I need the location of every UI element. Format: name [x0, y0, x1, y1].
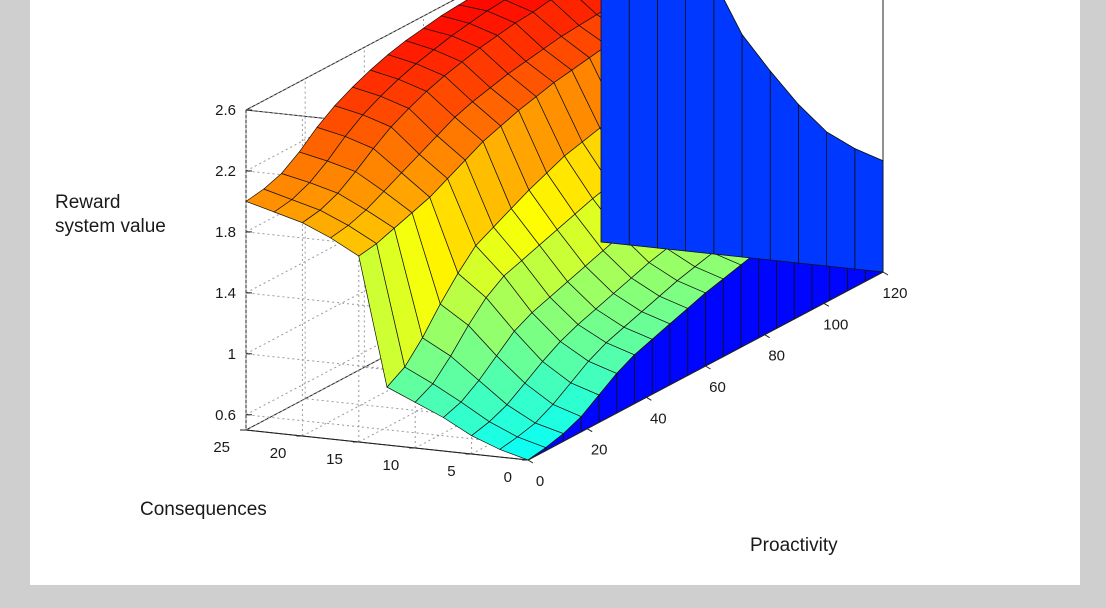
tick-mark-x: [764, 334, 770, 339]
y-tick-label: 10: [383, 457, 400, 474]
z-tick-label: 1: [228, 346, 236, 363]
surface-skirt-front: [740, 250, 760, 348]
surface-skirt-side: [741, 33, 771, 261]
y-tick-label: 15: [326, 451, 343, 468]
z-axis-label-line-2: system value: [55, 216, 166, 237]
x-tick-label: 80: [768, 348, 785, 365]
x-tick-label: 120: [882, 285, 907, 302]
axis-line-y: [245, 429, 529, 461]
surface-skirt-side: [798, 103, 827, 267]
tick-mark-x: [823, 302, 830, 307]
surface-skirt-side: [854, 147, 884, 273]
x-tick-label: 40: [650, 410, 667, 427]
surface-mesh: [245, 0, 884, 461]
surface-skirt-side: [826, 131, 856, 270]
surface-skirt-side: [769, 69, 799, 264]
y-tick-label: 5: [447, 463, 455, 480]
tick-mark-x: [705, 365, 711, 370]
z-tick-label: 1.8: [215, 224, 236, 241]
surface-skirt-side: [713, 0, 743, 258]
y-axis-label: Consequences: [140, 499, 267, 520]
grid-line-z: [245, 414, 529, 446]
surface-skirt-side: [628, 0, 658, 249]
z-axis-label-line-1: Reward: [55, 192, 120, 213]
z-tick-label: 2.6: [215, 102, 236, 119]
surface-skirt-side: [600, 0, 630, 246]
z-axis-label: Reward system value: [55, 192, 166, 237]
z-tick-label: 2.2: [215, 163, 236, 180]
x-tick-label: 0: [536, 473, 544, 490]
tick-mark-x: [882, 271, 889, 276]
tick-mark-x: [527, 459, 534, 464]
tick-mark-x: [646, 396, 652, 401]
x-tick-label: 20: [591, 442, 608, 459]
tick-labels: 0 20 40 60 80 100 120 0 5 10 15 20 25 0.6 1 1.4 1.8 2.2 2.…: [213, 102, 907, 490]
surface-skirt-front: [722, 264, 742, 358]
z-tick-label: 1.4: [215, 285, 236, 302]
surface-skirt-side: [685, 0, 715, 255]
y-tick-label: 0: [504, 469, 512, 486]
surface-skirt-side: [657, 0, 686, 252]
x-axis-label: Proactivity: [750, 535, 838, 556]
surface-plot: 0 20 40 60 80 100 120 0 5 10 15 20 25 0.6 1 1.4 1.8 2.2 2.…: [55, 0, 908, 556]
plot-canvas: 0 20 40 60 80 100 120 0 5 10 15 20 25 0.6 1 1.4 1.8 2.2 2.…: [30, 0, 1080, 585]
x-tick-label: 100: [823, 316, 848, 333]
y-tick-label: 25: [213, 439, 230, 456]
y-tick-label: 20: [270, 445, 287, 462]
z-tick-label: 0.6: [215, 407, 236, 424]
tick-mark-x: [586, 428, 593, 433]
x-tick-label: 60: [709, 379, 726, 396]
grid-line-z: [245, 0, 455, 111]
surface-skirt-front: [705, 278, 724, 367]
